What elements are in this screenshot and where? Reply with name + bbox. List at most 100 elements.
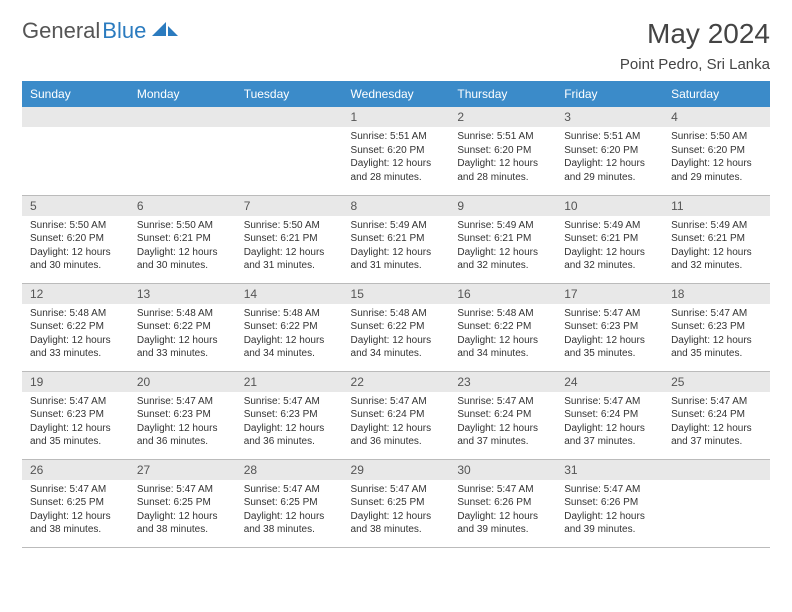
sunset-line: Sunset: 6:25 PM: [137, 496, 228, 510]
day-number: 24: [556, 372, 663, 392]
location-text: Point Pedro, Sri Lanka: [620, 56, 770, 73]
title-block: May 2024 Point Pedro, Sri Lanka: [620, 18, 770, 73]
sunrise-line: Sunrise: 5:49 AM: [457, 219, 548, 233]
daylight-line: Daylight: 12 hours and 34 minutes.: [244, 334, 335, 361]
daylight-line: Daylight: 12 hours and 39 minutes.: [457, 510, 548, 537]
calendar-cell: 16Sunrise: 5:48 AMSunset: 6:22 PMDayligh…: [449, 283, 556, 371]
day-number: 9: [449, 196, 556, 216]
calendar-week-row: 1Sunrise: 5:51 AMSunset: 6:20 PMDaylight…: [22, 107, 770, 195]
sunrise-line: Sunrise: 5:47 AM: [244, 395, 335, 409]
day-details: Sunrise: 5:47 AMSunset: 6:26 PMDaylight:…: [449, 480, 556, 543]
day-details: Sunrise: 5:47 AMSunset: 6:24 PMDaylight:…: [449, 392, 556, 455]
daylight-line: Daylight: 12 hours and 37 minutes.: [564, 422, 655, 449]
sunset-line: Sunset: 6:25 PM: [30, 496, 121, 510]
sunset-line: Sunset: 6:24 PM: [564, 408, 655, 422]
day-number: 31: [556, 460, 663, 480]
day-details: Sunrise: 5:50 AMSunset: 6:21 PMDaylight:…: [129, 216, 236, 279]
daylight-line: Daylight: 12 hours and 35 minutes.: [564, 334, 655, 361]
logo-sail-icon: [152, 18, 178, 44]
sunrise-line: Sunrise: 5:48 AM: [457, 307, 548, 321]
calendar-cell: 29Sunrise: 5:47 AMSunset: 6:25 PMDayligh…: [343, 459, 450, 547]
daylight-line: Daylight: 12 hours and 32 minutes.: [671, 246, 762, 273]
sunrise-line: Sunrise: 5:48 AM: [137, 307, 228, 321]
sunrise-line: Sunrise: 5:49 AM: [564, 219, 655, 233]
day-number: 12: [22, 284, 129, 304]
calendar-week-row: 19Sunrise: 5:47 AMSunset: 6:23 PMDayligh…: [22, 371, 770, 459]
sunrise-line: Sunrise: 5:47 AM: [351, 395, 442, 409]
sunrise-line: Sunrise: 5:47 AM: [564, 395, 655, 409]
daylight-line: Daylight: 12 hours and 36 minutes.: [244, 422, 335, 449]
sunset-line: Sunset: 6:25 PM: [351, 496, 442, 510]
day-number: 26: [22, 460, 129, 480]
daylight-line: Daylight: 12 hours and 38 minutes.: [244, 510, 335, 537]
daylight-line: Daylight: 12 hours and 29 minutes.: [671, 157, 762, 184]
sunset-line: Sunset: 6:23 PM: [244, 408, 335, 422]
sunrise-line: Sunrise: 5:51 AM: [457, 130, 548, 144]
calendar-cell: [236, 107, 343, 195]
day-number: 27: [129, 460, 236, 480]
sunrise-line: Sunrise: 5:48 AM: [30, 307, 121, 321]
daynum-band-empty: [129, 107, 236, 127]
daylight-line: Daylight: 12 hours and 37 minutes.: [457, 422, 548, 449]
sunrise-line: Sunrise: 5:47 AM: [671, 307, 762, 321]
logo-text-gray: General: [22, 18, 100, 44]
day-details: Sunrise: 5:47 AMSunset: 6:25 PMDaylight:…: [236, 480, 343, 543]
daylight-line: Daylight: 12 hours and 30 minutes.: [30, 246, 121, 273]
daynum-band-empty: [22, 107, 129, 127]
sunset-line: Sunset: 6:21 PM: [564, 232, 655, 246]
calendar-cell: 26Sunrise: 5:47 AMSunset: 6:25 PMDayligh…: [22, 459, 129, 547]
daynum-band-empty: [663, 460, 770, 480]
calendar-cell: 25Sunrise: 5:47 AMSunset: 6:24 PMDayligh…: [663, 371, 770, 459]
sunrise-line: Sunrise: 5:47 AM: [137, 395, 228, 409]
day-details: Sunrise: 5:47 AMSunset: 6:24 PMDaylight:…: [343, 392, 450, 455]
sunset-line: Sunset: 6:22 PM: [351, 320, 442, 334]
sunrise-line: Sunrise: 5:50 AM: [30, 219, 121, 233]
sunset-line: Sunset: 6:22 PM: [137, 320, 228, 334]
sunrise-line: Sunrise: 5:47 AM: [137, 483, 228, 497]
calendar-cell: 9Sunrise: 5:49 AMSunset: 6:21 PMDaylight…: [449, 195, 556, 283]
calendar-cell: 30Sunrise: 5:47 AMSunset: 6:26 PMDayligh…: [449, 459, 556, 547]
day-details: Sunrise: 5:49 AMSunset: 6:21 PMDaylight:…: [663, 216, 770, 279]
sunrise-line: Sunrise: 5:47 AM: [30, 395, 121, 409]
day-details: Sunrise: 5:48 AMSunset: 6:22 PMDaylight:…: [236, 304, 343, 367]
daylight-line: Daylight: 12 hours and 30 minutes.: [137, 246, 228, 273]
sunset-line: Sunset: 6:23 PM: [564, 320, 655, 334]
calendar-body: 1Sunrise: 5:51 AMSunset: 6:20 PMDaylight…: [22, 107, 770, 547]
daylight-line: Daylight: 12 hours and 36 minutes.: [351, 422, 442, 449]
sunset-line: Sunset: 6:24 PM: [671, 408, 762, 422]
sunset-line: Sunset: 6:25 PM: [244, 496, 335, 510]
day-details: Sunrise: 5:47 AMSunset: 6:25 PMDaylight:…: [343, 480, 450, 543]
day-number: 7: [236, 196, 343, 216]
calendar-week-row: 12Sunrise: 5:48 AMSunset: 6:22 PMDayligh…: [22, 283, 770, 371]
daylight-line: Daylight: 12 hours and 31 minutes.: [351, 246, 442, 273]
daylight-line: Daylight: 12 hours and 34 minutes.: [457, 334, 548, 361]
sunset-line: Sunset: 6:20 PM: [671, 144, 762, 158]
day-number: 15: [343, 284, 450, 304]
day-details: Sunrise: 5:48 AMSunset: 6:22 PMDaylight:…: [22, 304, 129, 367]
sunset-line: Sunset: 6:20 PM: [351, 144, 442, 158]
day-details: Sunrise: 5:47 AMSunset: 6:24 PMDaylight:…: [663, 392, 770, 455]
sunrise-line: Sunrise: 5:47 AM: [30, 483, 121, 497]
daylight-line: Daylight: 12 hours and 38 minutes.: [351, 510, 442, 537]
sunset-line: Sunset: 6:20 PM: [564, 144, 655, 158]
sunset-line: Sunset: 6:22 PM: [30, 320, 121, 334]
daylight-line: Daylight: 12 hours and 38 minutes.: [137, 510, 228, 537]
calendar-cell: 28Sunrise: 5:47 AMSunset: 6:25 PMDayligh…: [236, 459, 343, 547]
calendar-cell: [663, 459, 770, 547]
sunrise-line: Sunrise: 5:47 AM: [564, 307, 655, 321]
sunrise-line: Sunrise: 5:47 AM: [244, 483, 335, 497]
daylight-line: Daylight: 12 hours and 32 minutes.: [457, 246, 548, 273]
sunrise-line: Sunrise: 5:47 AM: [351, 483, 442, 497]
sunrise-line: Sunrise: 5:49 AM: [351, 219, 442, 233]
calendar-cell: 14Sunrise: 5:48 AMSunset: 6:22 PMDayligh…: [236, 283, 343, 371]
day-number: 28: [236, 460, 343, 480]
daylight-line: Daylight: 12 hours and 37 minutes.: [671, 422, 762, 449]
sunset-line: Sunset: 6:20 PM: [30, 232, 121, 246]
sunset-line: Sunset: 6:26 PM: [564, 496, 655, 510]
daylight-line: Daylight: 12 hours and 36 minutes.: [137, 422, 228, 449]
sunrise-line: Sunrise: 5:47 AM: [457, 395, 548, 409]
day-number: 17: [556, 284, 663, 304]
day-number: 6: [129, 196, 236, 216]
day-number: 22: [343, 372, 450, 392]
calendar-cell: 10Sunrise: 5:49 AMSunset: 6:21 PMDayligh…: [556, 195, 663, 283]
